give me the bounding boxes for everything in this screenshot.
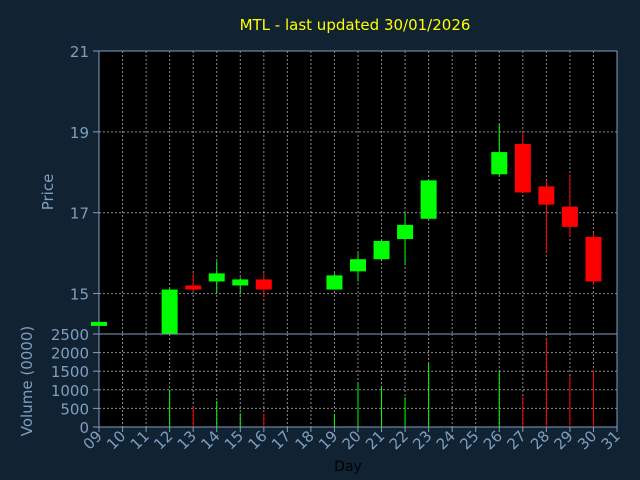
candle-body: [350, 259, 366, 272]
volume-tick-label: 500: [60, 400, 89, 418]
candle-30: [585, 232, 602, 286]
candle-body: [255, 279, 272, 290]
x-axis-label: Day: [334, 459, 362, 475]
candle-23: [420, 180, 437, 219]
candle-22: [397, 212, 414, 266]
volume-tick-label: 2500: [51, 326, 89, 344]
candle-body: [397, 224, 414, 239]
candle-body: [161, 289, 178, 334]
candle-14: [208, 261, 225, 294]
price-tick-label: 21: [70, 43, 89, 61]
candle-20: [350, 253, 366, 282]
candle-29: [561, 174, 578, 237]
price-tick-label: 19: [70, 124, 89, 142]
candle-28: [538, 180, 555, 254]
candle-27: [514, 131, 531, 193]
volume-tick-label: 1500: [51, 363, 89, 381]
candle-body: [326, 275, 343, 290]
candle-body: [91, 321, 107, 326]
candle-09: [91, 321, 107, 326]
volume-tick-label: 2000: [51, 345, 89, 363]
candle-body: [420, 180, 437, 219]
candle-body: [561, 206, 578, 227]
candle-body: [514, 143, 531, 193]
candle-body: [585, 236, 602, 282]
candle-26: [491, 123, 508, 177]
candle-13: [185, 273, 202, 292]
candle-body: [491, 152, 508, 175]
candle-19: [326, 273, 343, 290]
price-panel: 15 17 19 21: [70, 43, 618, 339]
volume-tick-label: 0: [79, 419, 89, 437]
x-axis: 0910111213141516171819202122232425262728…: [80, 427, 624, 453]
candle-12: [161, 287, 178, 339]
candle-body: [373, 241, 390, 260]
price-axis-label: Price: [39, 174, 57, 211]
candle-body: [185, 285, 202, 290]
candle-15: [232, 277, 249, 294]
candle-body: [538, 186, 555, 205]
candle-16: [255, 273, 272, 298]
price-tick-label: 17: [70, 205, 89, 223]
candle-body: [232, 279, 249, 286]
price-tick-label: 15: [70, 286, 89, 304]
volume-tick-label: 1000: [51, 382, 89, 400]
volume-axis-label: Volume (0000): [18, 326, 36, 436]
candle-body: [208, 273, 225, 282]
chart-title: MTL - last updated 30/01/2026: [240, 16, 471, 34]
candle-21: [373, 238, 390, 262]
